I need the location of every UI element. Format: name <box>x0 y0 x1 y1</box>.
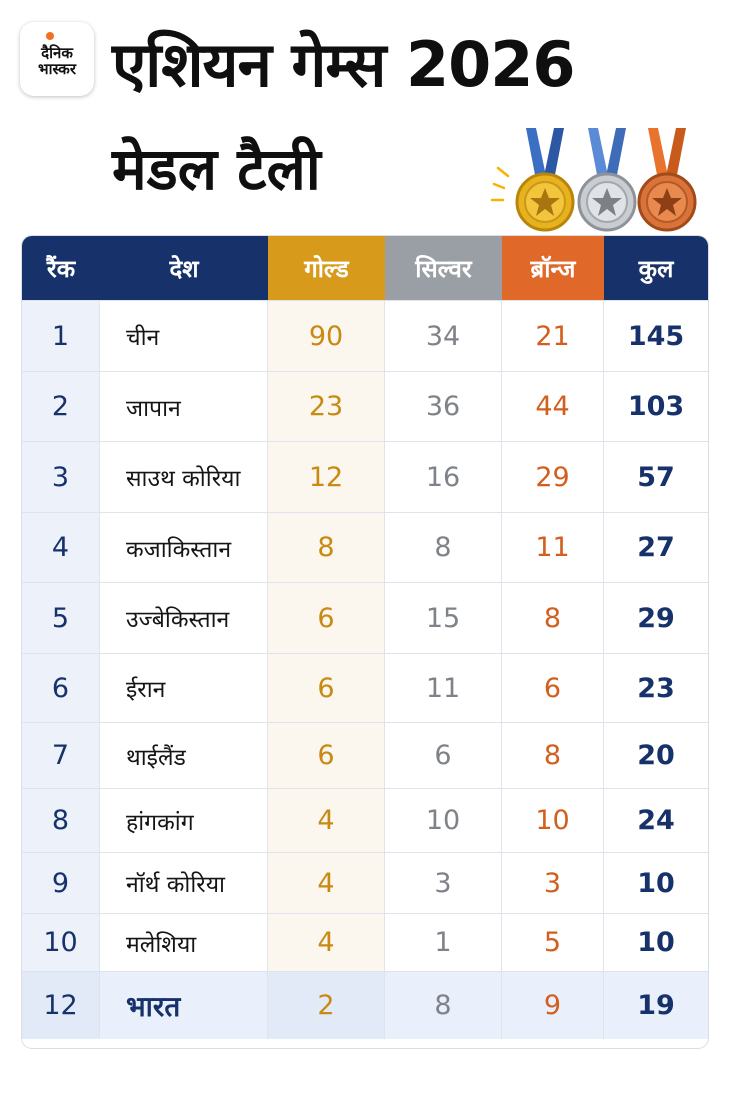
medals-illustration <box>490 128 697 232</box>
silver-cell: 11 <box>385 654 502 722</box>
total-cell: 145 <box>627 320 685 352</box>
country-cell: मलेशिया <box>100 914 268 971</box>
rank-cell: 2 <box>22 372 100 441</box>
gold-cell: 4 <box>268 789 385 852</box>
silver-cell: 10 <box>385 789 502 852</box>
gold-cell: 4 <box>268 853 385 913</box>
country-cell: ईरान <box>100 654 268 722</box>
gold-cell: 23 <box>268 372 385 441</box>
bronze-cell: 8 <box>502 723 604 788</box>
gold-cell: 6 <box>268 654 385 722</box>
total-cell: 57 <box>637 461 675 493</box>
country-cell: जापान <box>100 372 268 441</box>
medal-table: रैंक देश गोल्ड सिल्वर ब्रॉन्ज कुल 1 चीन … <box>22 236 708 1048</box>
sparkle-icon <box>490 166 510 202</box>
total-cell: 10 <box>637 927 675 958</box>
total-cell: 10 <box>637 867 675 899</box>
table-row: 1 चीन 90 34 21 145 <box>22 300 708 371</box>
rank-cell: 8 <box>22 789 100 852</box>
gold-cell: 90 <box>268 301 385 371</box>
silver-cell: 3 <box>385 853 502 913</box>
bronze-cell: 3 <box>502 853 604 913</box>
gold-cell: 4 <box>268 914 385 971</box>
table-row: 5 उज्बेकिस्तान 6 15 8 29 <box>22 582 708 653</box>
header-silver: सिल्वर <box>385 236 502 300</box>
bronze-medal-icon <box>637 128 697 232</box>
total-cell: 29 <box>637 602 675 634</box>
gold-cell: 2 <box>268 972 385 1039</box>
gold-cell: 6 <box>268 723 385 788</box>
country-cell: थाईलैंड <box>100 723 268 788</box>
bronze-cell: 10 <box>502 789 604 852</box>
country-cell: उज्बेकिस्तान <box>100 583 268 653</box>
header-rank: रैंक <box>22 236 100 300</box>
table-row: 9 नॉर्थ कोरिया 4 3 3 10 <box>22 852 708 913</box>
silver-cell: 16 <box>385 442 502 512</box>
total-cell: 24 <box>637 805 675 836</box>
table-row: 6 ईरान 6 11 6 23 <box>22 653 708 722</box>
rank-cell: 10 <box>22 914 100 971</box>
bronze-cell: 29 <box>502 442 604 512</box>
country-cell: चीन <box>100 301 268 371</box>
rank-cell: 7 <box>22 723 100 788</box>
logo-line2: भास्कर <box>38 60 76 78</box>
country-cell: नॉर्थ कोरिया <box>100 853 268 913</box>
total-cell: 103 <box>627 391 685 422</box>
rank-cell: 4 <box>22 513 100 582</box>
rank-cell: 9 <box>22 853 100 913</box>
country-cell: साउथ कोरिया <box>100 442 268 512</box>
bronze-cell: 11 <box>502 513 604 582</box>
table-row: 2 जापान 23 36 44 103 <box>22 371 708 441</box>
silver-cell: 1 <box>385 914 502 971</box>
rank-cell: 5 <box>22 583 100 653</box>
silver-cell: 8 <box>385 513 502 582</box>
country-cell: हांगकांग <box>100 789 268 852</box>
bronze-cell: 8 <box>502 583 604 653</box>
total-cell: 20 <box>637 740 675 771</box>
rank-cell: 1 <box>22 301 100 371</box>
logo-line1: दैनिक <box>41 44 73 63</box>
header-gold: गोल्ड <box>268 236 385 300</box>
rank-cell: 12 <box>22 972 100 1039</box>
silver-cell: 15 <box>385 583 502 653</box>
table-header: रैंक देश गोल्ड सिल्वर ब्रॉन्ज कुल <box>22 236 708 300</box>
header-total: कुल <box>604 236 708 300</box>
silver-cell: 34 <box>385 301 502 371</box>
table-row: 3 साउथ कोरिया 12 16 29 57 <box>22 441 708 512</box>
table-row: 7 थाईलैंड 6 6 8 20 <box>22 722 708 788</box>
silver-medal-icon <box>577 128 637 232</box>
header-country: देश <box>100 236 268 300</box>
table-row: 10 मलेशिया 4 1 5 10 <box>22 913 708 971</box>
country-cell: भारत <box>100 972 268 1039</box>
bronze-cell: 9 <box>502 972 604 1039</box>
silver-cell: 8 <box>385 972 502 1039</box>
rank-cell: 6 <box>22 654 100 722</box>
bronze-cell: 44 <box>502 372 604 441</box>
gold-cell: 6 <box>268 583 385 653</box>
table-row-india: 12 भारत 2 8 9 19 <box>22 971 708 1039</box>
total-cell: 23 <box>637 672 675 704</box>
total-cell: 27 <box>637 532 675 563</box>
total-cell: 19 <box>637 990 675 1021</box>
table-row: 4 कजाकिस्तान 8 8 11 27 <box>22 512 708 582</box>
country-cell: कजाकिस्तान <box>100 513 268 582</box>
silver-cell: 6 <box>385 723 502 788</box>
bronze-cell: 5 <box>502 914 604 971</box>
rank-cell: 3 <box>22 442 100 512</box>
logo-dot <box>46 32 54 40</box>
page-subtitle: मेडल टैली <box>112 135 321 203</box>
header-bronze: ब्रॉन्ज <box>502 236 604 300</box>
bronze-cell: 21 <box>502 301 604 371</box>
silver-cell: 36 <box>385 372 502 441</box>
table-row: 8 हांगकांग 4 10 10 24 <box>22 788 708 852</box>
gold-cell: 12 <box>268 442 385 512</box>
bronze-cell: 6 <box>502 654 604 722</box>
dainik-bhaskar-logo: दैनिक भास्कर <box>20 22 94 96</box>
gold-cell: 8 <box>268 513 385 582</box>
gold-medal-icon <box>515 128 575 232</box>
page-title: एशियन गेम्स 2026 <box>112 28 576 101</box>
